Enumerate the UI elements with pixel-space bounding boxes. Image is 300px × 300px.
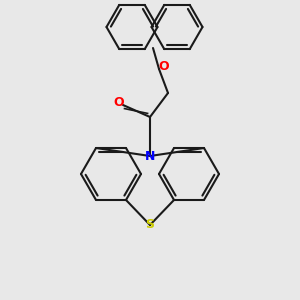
- Text: O: O: [158, 59, 169, 73]
- Text: N: N: [145, 149, 155, 163]
- Text: O: O: [113, 95, 124, 109]
- Text: S: S: [146, 218, 154, 232]
